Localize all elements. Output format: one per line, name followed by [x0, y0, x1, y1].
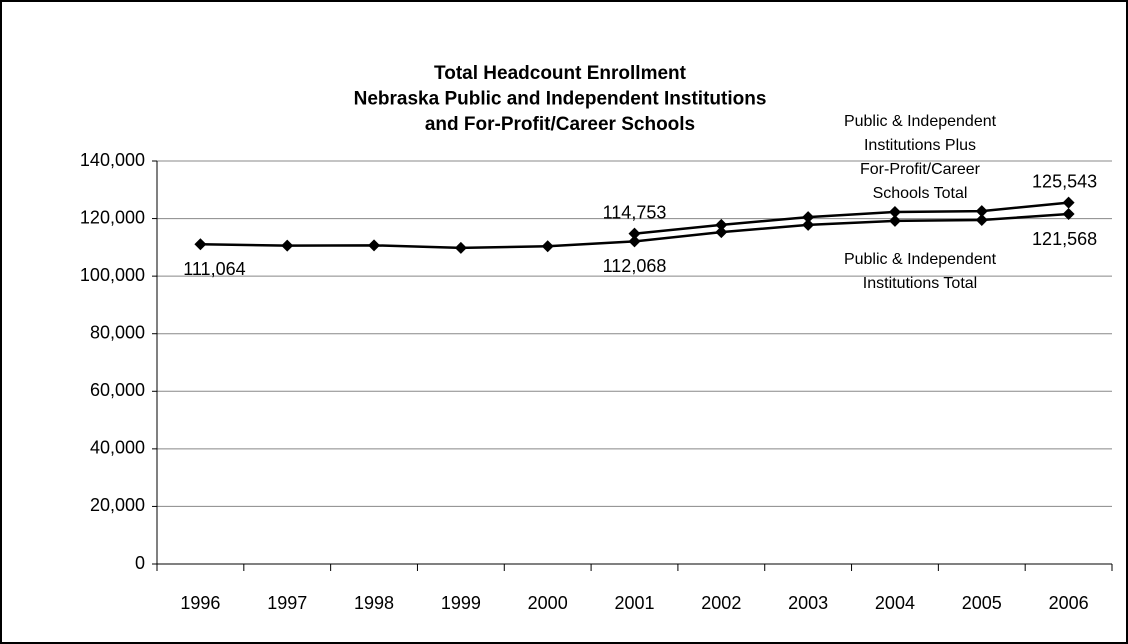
series-line — [634, 201, 1069, 235]
x-tick-label: 2001 — [614, 593, 654, 613]
marker — [281, 239, 294, 252]
x-tick-label: 2006 — [1049, 593, 1089, 613]
marker — [888, 214, 901, 227]
series-label: Institutions Plus — [864, 137, 976, 154]
marker — [628, 227, 641, 240]
data-label: 121,568 — [1032, 229, 1097, 249]
marker — [1062, 208, 1075, 221]
x-tick-label: 2000 — [528, 593, 568, 613]
chart-title: Nebraska Public and Independent Institut… — [354, 89, 767, 110]
marker — [715, 218, 728, 231]
data-label: 114,753 — [603, 202, 667, 222]
y-tick-label: 80,000 — [90, 322, 145, 342]
marker — [888, 205, 901, 218]
marker — [1062, 196, 1075, 209]
y-tick-label: 60,000 — [90, 380, 145, 400]
y-tick-label: 100,000 — [80, 265, 145, 285]
series-label: Public & Independent — [844, 251, 997, 268]
marker — [802, 211, 815, 224]
marker — [715, 226, 728, 239]
x-tick-label: 1996 — [180, 593, 220, 613]
chart-title: and For-Profit/Career Schools — [425, 114, 695, 135]
data-label: 125,543 — [1032, 171, 1097, 191]
series-label: Public & Independent — [844, 113, 997, 130]
y-tick-label: 40,000 — [90, 438, 145, 458]
y-tick-label: 140,000 — [80, 150, 145, 170]
x-tick-label: 2002 — [701, 593, 741, 613]
series-label: Schools Total — [873, 185, 968, 202]
x-tick-label: 2004 — [875, 593, 915, 613]
x-tick-label: 1997 — [267, 593, 307, 613]
y-tick-label: 0 — [135, 553, 145, 573]
marker — [975, 214, 988, 227]
y-tick-label: 20,000 — [90, 495, 145, 515]
series-label: For-Profit/Career — [860, 161, 981, 178]
series-label: Institutions Total — [863, 275, 977, 292]
marker — [802, 218, 815, 231]
marker — [628, 235, 641, 248]
data-label: 112,068 — [603, 256, 667, 276]
x-tick-label: 1998 — [354, 593, 394, 613]
data-label: 111,064 — [183, 259, 245, 279]
chart-title: Total Headcount Enrollment — [434, 63, 687, 84]
marker — [541, 240, 554, 253]
x-tick-label: 2005 — [962, 593, 1002, 613]
marker — [194, 238, 207, 251]
y-tick-label: 120,000 — [80, 207, 145, 227]
marker — [975, 205, 988, 218]
x-tick-label: 1999 — [441, 593, 481, 613]
x-tick-label: 2003 — [788, 593, 828, 613]
marker — [454, 241, 467, 254]
marker — [368, 239, 381, 252]
